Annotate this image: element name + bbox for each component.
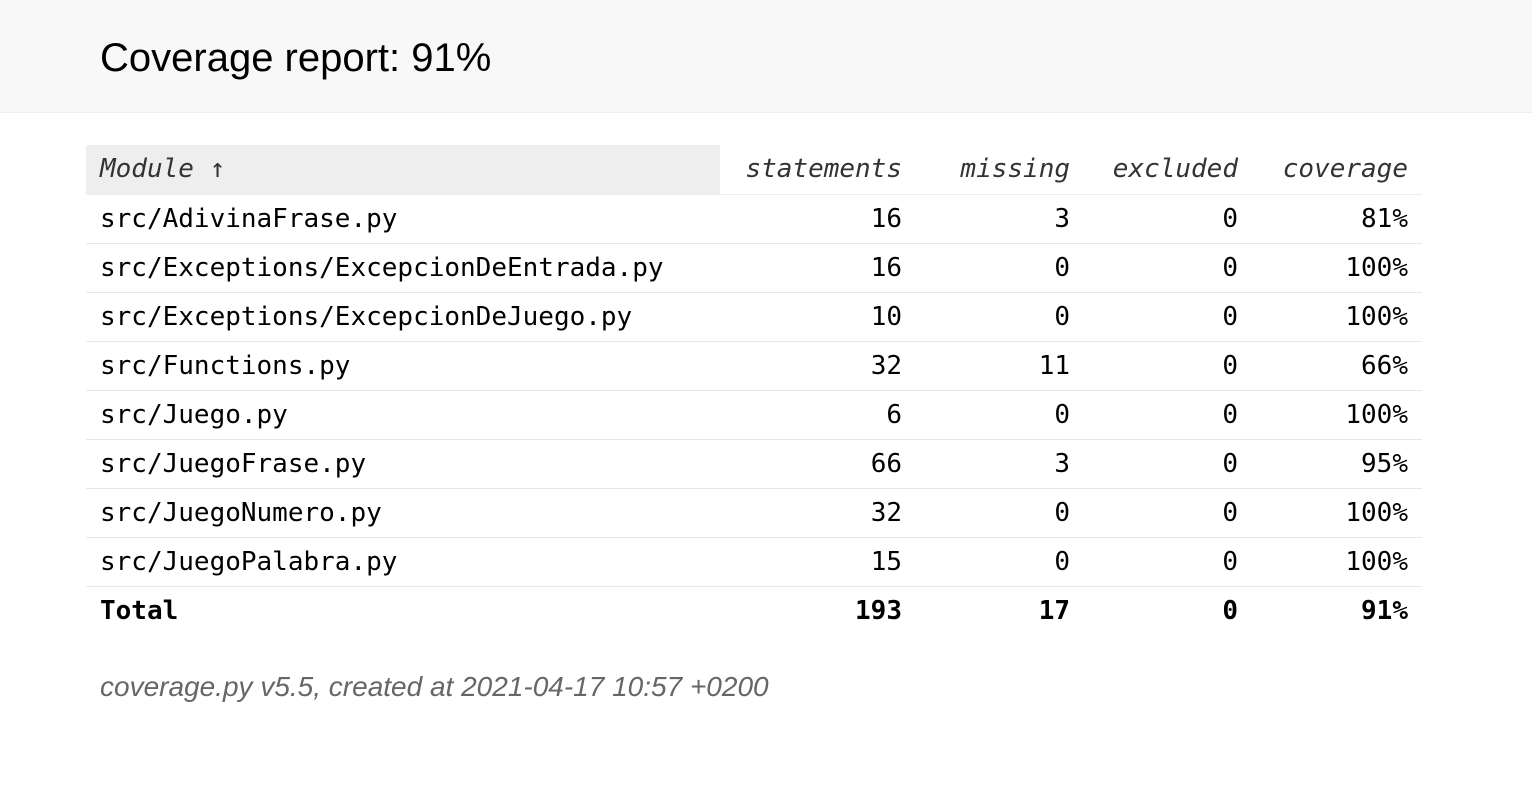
missing-cell: 0 <box>916 488 1084 538</box>
table-header-row: Module ↑ statements missing excluded cov… <box>86 145 1422 195</box>
statements-cell: 10 <box>720 292 916 342</box>
excluded-cell: 0 <box>1084 537 1252 587</box>
table-row: src/Juego.py 6 0 0 100% <box>86 390 1422 440</box>
column-header-coverage[interactable]: coverage <box>1252 145 1422 195</box>
excluded-cell: 0 <box>1084 439 1252 489</box>
statements-cell: 15 <box>720 537 916 587</box>
coverage-cell: 95% <box>1252 439 1422 489</box>
statements-cell: 32 <box>720 341 916 391</box>
coverage-cell: 66% <box>1252 341 1422 391</box>
missing-cell: 0 <box>916 390 1084 440</box>
statements-cell: 16 <box>720 194 916 244</box>
module-link[interactable]: src/JuegoFrase.py <box>86 439 720 489</box>
page-header: Coverage report: 91% <box>0 0 1532 113</box>
module-link[interactable]: src/JuegoNumero.py <box>86 488 720 538</box>
table-row: src/JuegoFrase.py 66 3 0 95% <box>86 439 1422 489</box>
coverage-cell: 100% <box>1252 243 1422 293</box>
table-row: src/JuegoNumero.py 32 0 0 100% <box>86 488 1422 538</box>
total-coverage: 91% <box>1361 595 1408 626</box>
coverage-cell: 100% <box>1252 537 1422 587</box>
column-header-module[interactable]: Module ↑ <box>86 145 720 195</box>
table-row: src/Functions.py 32 11 0 66% <box>86 341 1422 391</box>
missing-cell: 0 <box>916 537 1084 587</box>
excluded-cell: 0 <box>1084 194 1252 244</box>
table-row: src/Exceptions/ExcepcionDeJuego.py 10 0 … <box>86 292 1422 342</box>
missing-cell: 11 <box>916 341 1084 391</box>
excluded-cell: 0 <box>1084 390 1252 440</box>
column-header-missing[interactable]: missing <box>916 145 1084 195</box>
module-link[interactable]: src/Juego.py <box>86 390 720 440</box>
total-label: Total <box>100 595 179 626</box>
module-link[interactable]: src/Exceptions/ExcepcionDeJuego.py <box>86 292 720 342</box>
missing-cell: 0 <box>916 292 1084 342</box>
excluded-cell: 0 <box>1084 488 1252 538</box>
module-link[interactable]: src/JuegoPalabra.py <box>86 537 720 587</box>
coverage-cell: 100% <box>1252 390 1422 440</box>
statements-cell: 16 <box>720 243 916 293</box>
module-link[interactable]: src/AdivinaFrase.py <box>86 194 720 244</box>
total-excluded: 0 <box>1222 595 1238 626</box>
excluded-cell: 0 <box>1084 341 1252 391</box>
footer-created-info: coverage.py v5.5, created at 2021-04-17 … <box>100 671 769 702</box>
total-row: Total 193 17 0 91% <box>86 586 1422 635</box>
missing-cell: 3 <box>916 194 1084 244</box>
table-row: src/AdivinaFrase.py 16 3 0 81% <box>86 194 1422 244</box>
total-statements: 193 <box>855 595 902 626</box>
excluded-cell: 0 <box>1084 243 1252 293</box>
coverage-index: Module ↑ statements missing excluded cov… <box>86 145 1422 635</box>
column-header-excluded[interactable]: excluded <box>1084 145 1252 195</box>
table-row: src/JuegoPalabra.py 15 0 0 100% <box>86 537 1422 587</box>
total-missing: 17 <box>1038 595 1070 626</box>
column-header-statements[interactable]: statements <box>720 145 916 195</box>
table-row: src/Exceptions/ExcepcionDeEntrada.py 16 … <box>86 243 1422 293</box>
coverage-cell: 100% <box>1252 488 1422 538</box>
coverage-table: Module ↑ statements missing excluded cov… <box>86 145 1422 635</box>
coverage-cell: 81% <box>1252 194 1422 244</box>
module-link[interactable]: src/Functions.py <box>86 341 720 391</box>
missing-cell: 3 <box>916 439 1084 489</box>
statements-cell: 66 <box>720 439 916 489</box>
statements-cell: 32 <box>720 488 916 538</box>
statements-cell: 6 <box>720 390 916 440</box>
excluded-cell: 0 <box>1084 292 1252 342</box>
missing-cell: 0 <box>916 243 1084 293</box>
module-link[interactable]: src/Exceptions/ExcepcionDeEntrada.py <box>86 243 720 293</box>
coverage-cell: 100% <box>1252 292 1422 342</box>
page-title: Coverage report: 91% <box>100 36 492 80</box>
